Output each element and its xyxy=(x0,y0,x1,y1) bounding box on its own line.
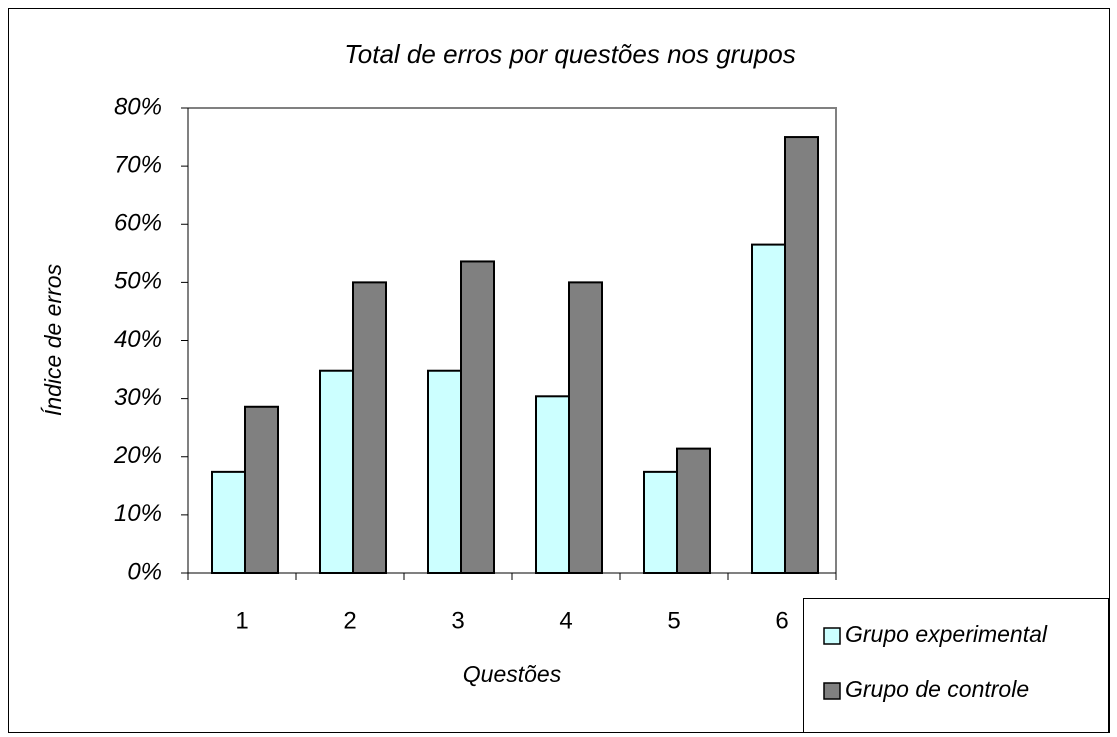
legend-label: Grupo experimental xyxy=(845,621,1048,647)
plot-border xyxy=(188,107,837,573)
y-tick-label: 70% xyxy=(114,151,162,178)
y-tick-label: 50% xyxy=(114,268,162,295)
legend-swatch xyxy=(823,627,841,645)
bar xyxy=(211,470,246,574)
y-tick-label: 0% xyxy=(127,558,162,585)
bar xyxy=(535,395,570,574)
y-tick-label: 10% xyxy=(114,500,162,527)
bar xyxy=(751,243,786,574)
x-tick-label: 1 xyxy=(235,607,248,634)
bar xyxy=(643,470,678,574)
bar xyxy=(244,405,279,575)
x-axis-label: Questões xyxy=(463,661,562,687)
legend-swatch xyxy=(823,682,841,700)
bar xyxy=(676,447,711,574)
y-tick-label: 60% xyxy=(114,210,162,237)
bar xyxy=(427,369,462,574)
x-tick-label: 6 xyxy=(775,607,788,634)
bar xyxy=(352,281,387,574)
y-tick-label: 40% xyxy=(114,326,162,353)
x-tick-label: 4 xyxy=(559,607,572,634)
legend-box xyxy=(803,598,1109,733)
bar xyxy=(784,136,819,574)
bar xyxy=(568,281,603,574)
y-tick-label: 80% xyxy=(114,93,162,120)
x-tick-label: 2 xyxy=(343,607,356,634)
chart-title: Total de erros por questões nos grupos xyxy=(344,39,795,69)
x-tick-label: 5 xyxy=(667,607,680,634)
x-tick-label: 3 xyxy=(451,607,464,634)
y-tick-label: 30% xyxy=(114,384,162,411)
bar xyxy=(319,369,354,574)
bar xyxy=(460,260,495,574)
y-axis-label: Índice de erros xyxy=(40,263,66,416)
y-tick-label: 20% xyxy=(113,442,162,469)
legend-label: Grupo de controle xyxy=(845,676,1029,702)
